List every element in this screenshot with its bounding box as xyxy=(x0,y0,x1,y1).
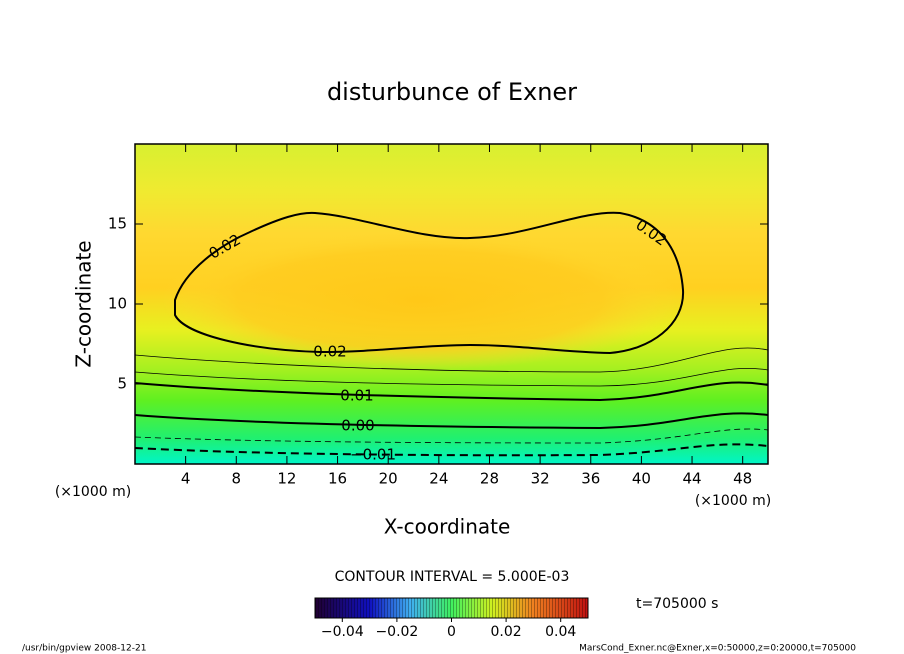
contour-line xyxy=(135,381,768,402)
colorbar-tick-label: −0.04 xyxy=(321,624,364,640)
contour-label: 0.02 xyxy=(313,343,346,361)
y-axis-label: Z-coordinate xyxy=(72,240,96,367)
x-tick-label: 44 xyxy=(682,470,701,488)
x-axis-unit: (×1000 m) xyxy=(695,493,771,509)
contour-field: 0.02 0.020.020.010.00−0.01 xyxy=(135,144,768,464)
x-tick-label: 28 xyxy=(480,470,499,488)
colorbar-stripes xyxy=(315,598,588,618)
contour-interval: CONTOUR INTERVAL = 5.000E-03 xyxy=(335,569,570,585)
contour-label: 0.00 xyxy=(341,417,374,435)
x-tick-label: 4 xyxy=(181,470,191,488)
colorbar-tick-label: 0.04 xyxy=(545,624,576,640)
x-tick-label: 20 xyxy=(379,470,398,488)
minor-contours xyxy=(135,347,768,444)
x-tick-label: 12 xyxy=(277,470,296,488)
y-tick-label: 5 xyxy=(117,375,127,393)
chart-title: disturbunce of Exner xyxy=(327,78,577,106)
x-tick-label: 8 xyxy=(232,470,242,488)
time-label: t=705000 s xyxy=(636,596,718,612)
x-tick-label: 16 xyxy=(328,470,347,488)
contour-line xyxy=(135,412,768,430)
contour-label: 0.01 xyxy=(340,387,373,405)
y-axis-unit: (×1000 m) xyxy=(55,484,131,500)
colorbar-tick-label: −0.02 xyxy=(375,624,418,640)
footer-left: /usr/bin/gpview 2008-12-21 xyxy=(22,644,146,654)
contour-line xyxy=(135,443,768,457)
footer-right: MarsCond_Exner.nc@Exner,x=0:50000,z=0:20… xyxy=(579,644,856,654)
x-tick-label: 32 xyxy=(531,470,550,488)
colorbar-tick-label: 0 xyxy=(447,624,456,640)
x-tick-label: 40 xyxy=(632,470,651,488)
contour-label: −0.01 xyxy=(350,446,396,464)
y-tick-label: 10 xyxy=(108,295,127,313)
x-tick-label: 48 xyxy=(733,470,752,488)
y-tick-label: 15 xyxy=(108,215,127,233)
x-tick-label: 24 xyxy=(429,470,448,488)
field-core xyxy=(160,230,680,370)
contour-line xyxy=(174,211,685,355)
x-tick-label: 36 xyxy=(581,470,600,488)
x-axis-label: X-coordinate xyxy=(384,515,511,539)
colorbar-tick-label: 0.02 xyxy=(491,624,522,640)
